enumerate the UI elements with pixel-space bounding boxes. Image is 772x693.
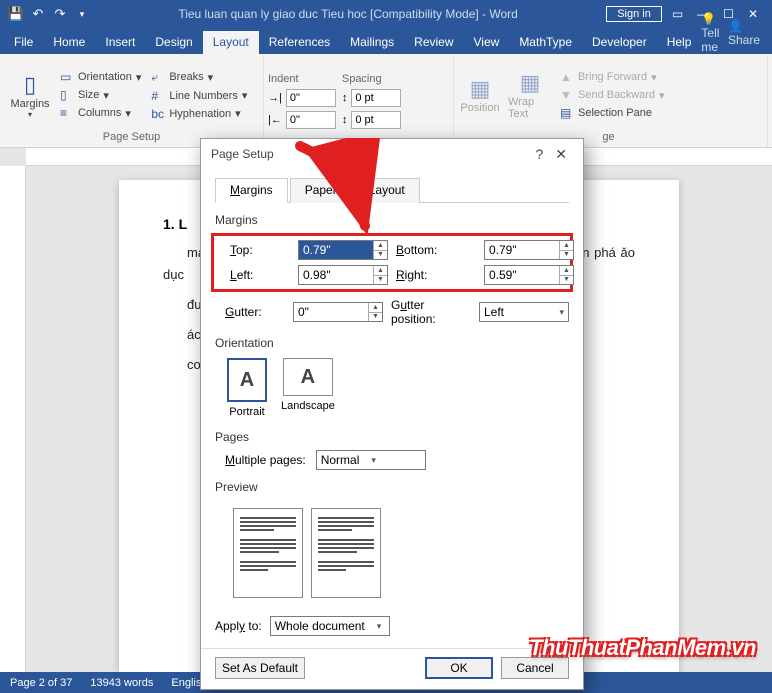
tab-references[interactable]: References <box>259 31 340 54</box>
tab-file[interactable]: File <box>4 31 43 54</box>
landscape-option[interactable]: ALandscape <box>279 356 337 420</box>
cancel-button[interactable]: Cancel <box>501 657 569 679</box>
group-arrange: ▦Position ▦Wrap Text ▲Bring Forward ▾ ▼S… <box>454 57 768 147</box>
tab-mathtype[interactable]: MathType <box>509 31 582 54</box>
apply-to-select[interactable]: Whole document▾ <box>270 616 390 636</box>
tab-insert[interactable]: Insert <box>95 31 145 54</box>
left-input[interactable]: ▲▼ <box>298 265 388 285</box>
tab-help[interactable]: Help <box>657 31 702 54</box>
redo-icon[interactable]: ↷ <box>52 6 68 22</box>
multiple-pages-label: Multiple pages: <box>225 453 306 467</box>
ribbon-tab-strip: File Home Insert Design Layout Reference… <box>0 28 772 54</box>
group-paragraph: Indent →| |← Spacing ↕ ↕ <box>264 57 454 147</box>
top-input[interactable]: ▲▼ <box>298 240 388 260</box>
space-before-input[interactable] <box>351 89 401 107</box>
undo-icon[interactable]: ↶ <box>30 6 46 22</box>
page-setup-dialog: Page Setup ? ✕ Margins Paper Layout Marg… <box>200 138 584 690</box>
set-as-default-button[interactable]: Set As Default <box>215 657 305 679</box>
section-margins-label: Margins <box>215 213 569 227</box>
spin-down-icon: ▼ <box>374 251 387 260</box>
gutter-input[interactable]: ▲▼ <box>293 302 383 322</box>
orientation-button[interactable]: ▭Orientation ▾ <box>58 69 143 85</box>
preview-page <box>233 508 303 598</box>
gutter-label: Gutter: <box>225 305 285 319</box>
tab-view[interactable]: View <box>464 31 510 54</box>
sign-in-button[interactable]: Sign in <box>606 6 662 22</box>
document-title: Tieu luan quan ly giao duc Tieu hoc [Com… <box>90 7 606 21</box>
save-icon[interactable]: 💾 <box>8 6 24 22</box>
margins-highlight: Top: ▲▼ Bottom: ▲▼ Left: ▲▼ Right: ▲▼ <box>211 233 573 292</box>
position-button: ▦Position <box>458 59 502 131</box>
preview-page <box>311 508 381 598</box>
space-before-icon: ↕ <box>342 92 348 104</box>
indent-left-input[interactable] <box>286 89 336 107</box>
margins-button[interactable]: ▯Margins▾ <box>8 59 52 131</box>
space-after-input[interactable] <box>351 111 401 129</box>
portrait-option[interactable]: APortrait <box>225 356 269 420</box>
dialog-tab-paper[interactable]: Paper <box>290 178 352 203</box>
ribbon-display-icon[interactable]: ▭ <box>672 7 683 21</box>
dialog-tab-margins[interactable]: Margins <box>215 178 288 203</box>
size-button[interactable]: ▯Size ▾ <box>58 87 143 103</box>
dialog-title: Page Setup <box>211 147 274 161</box>
breaks-button[interactable]: ⤶Breaks ▾ <box>149 69 249 86</box>
line-numbers-button[interactable]: #Line Numbers ▾ <box>149 88 249 104</box>
section-preview-label: Preview <box>215 480 569 494</box>
space-after-icon: ↕ <box>342 114 348 126</box>
preview-pane <box>225 500 569 606</box>
columns-button[interactable]: ≡Columns ▾ <box>58 105 143 121</box>
tab-design[interactable]: Design <box>145 31 202 54</box>
ribbon: ▯Margins▾ ▭Orientation ▾ ▯Size ▾ ≡Column… <box>0 54 772 148</box>
gutter-pos-label: Gutter position: <box>391 298 471 326</box>
top-label: Top: <box>230 243 290 257</box>
indent-left-icon: →| <box>268 92 282 104</box>
tell-me[interactable]: 💡 Tell me <box>701 12 720 54</box>
tab-home[interactable]: Home <box>43 31 95 54</box>
vertical-ruler[interactable] <box>0 166 26 672</box>
tab-layout[interactable]: Layout <box>203 31 259 54</box>
dialog-tabs: Margins Paper Layout <box>215 177 569 203</box>
dialog-help-icon[interactable]: ? <box>529 146 549 162</box>
gutter-pos-select[interactable]: Left▾ <box>479 302 569 322</box>
selection-pane-button[interactable]: ▤Selection Pane <box>558 105 667 121</box>
tab-mailings[interactable]: Mailings <box>340 31 404 54</box>
dialog-tab-layout[interactable]: Layout <box>354 178 420 203</box>
spin-up-icon: ▲ <box>374 241 387 251</box>
section-orientation-label: Orientation <box>215 336 569 350</box>
right-input[interactable]: ▲▼ <box>484 265 574 285</box>
dialog-close-icon[interactable]: ✕ <box>549 146 573 163</box>
apply-to-label: Apply to: <box>215 619 262 633</box>
status-page[interactable]: Page 2 of 37 <box>10 677 72 689</box>
hyphenation-button[interactable]: bcHyphenation ▾ <box>149 106 249 122</box>
right-label: Right: <box>396 268 476 282</box>
qat-customize-icon[interactable]: ▾ <box>74 6 90 22</box>
bring-forward-button: ▲Bring Forward ▾ <box>558 69 667 85</box>
indent-right-input[interactable] <box>286 111 336 129</box>
section-pages-label: Pages <box>215 430 569 444</box>
ok-button[interactable]: OK <box>425 657 493 679</box>
indent-right-icon: |← <box>268 114 282 126</box>
group-page-setup: ▯Margins▾ ▭Orientation ▾ ▯Size ▾ ≡Column… <box>4 57 264 147</box>
share-button[interactable]: 👤 Share <box>728 19 760 47</box>
bottom-label: Bottom: <box>396 243 476 257</box>
multiple-pages-select[interactable]: Normal▾ <box>316 450 426 470</box>
tab-developer[interactable]: Developer <box>582 31 657 54</box>
status-words[interactable]: 13943 words <box>90 677 153 689</box>
left-label: Left: <box>230 268 290 282</box>
title-bar: 💾 ↶ ↷ ▾ Tieu luan quan ly giao duc Tieu … <box>0 0 772 28</box>
wrap-text-button: ▦Wrap Text <box>508 59 552 131</box>
tab-review[interactable]: Review <box>404 31 463 54</box>
bottom-input[interactable]: ▲▼ <box>484 240 574 260</box>
dialog-titlebar: Page Setup ? ✕ <box>201 139 583 169</box>
send-backward-button: ▼Send Backward ▾ <box>558 87 667 103</box>
